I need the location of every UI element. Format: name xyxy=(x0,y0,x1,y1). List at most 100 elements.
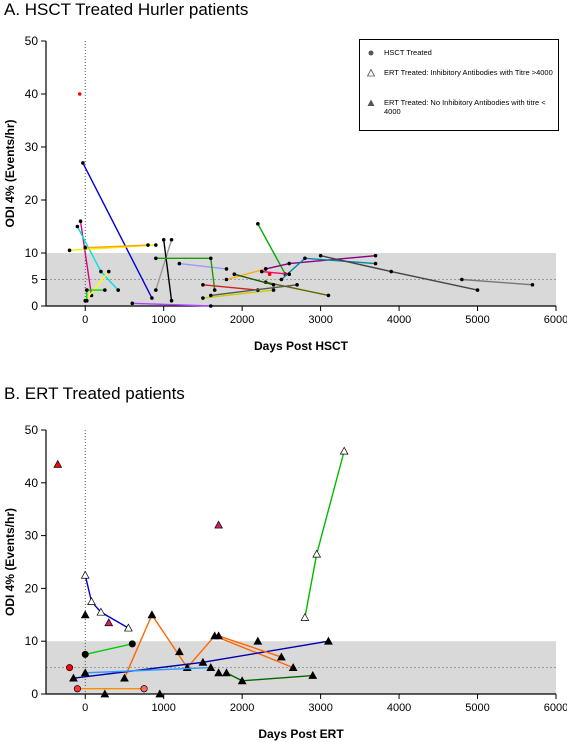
x-tick-label: 3000 xyxy=(308,314,332,326)
y-tick-label: 10 xyxy=(25,246,39,260)
panel-a-plot: 0 5 10 20 30 40 50 0 1000 2000 3000 4000 5000 6000 Day… xyxy=(3,34,567,353)
data-point xyxy=(308,670,318,679)
series-21 xyxy=(460,277,535,287)
data-point xyxy=(154,243,158,247)
data-point xyxy=(146,243,150,247)
filled-circle-icon xyxy=(368,50,374,56)
data-point xyxy=(279,277,284,282)
y-tick-label: 30 xyxy=(25,529,39,543)
data-point xyxy=(276,652,286,661)
data-point xyxy=(81,161,85,165)
data-point xyxy=(80,610,90,619)
x-tick-label: 6000 xyxy=(544,702,567,714)
data-point xyxy=(154,256,158,261)
series-line xyxy=(265,281,329,297)
x-tick-label: 5000 xyxy=(465,702,489,714)
data-point xyxy=(373,261,378,266)
x-tick-label: 6000 xyxy=(544,314,567,326)
series-6 xyxy=(69,636,333,682)
data-point xyxy=(224,277,229,282)
y-tick-label: 10 xyxy=(25,634,39,648)
data-point xyxy=(208,256,213,261)
data-point xyxy=(174,647,184,656)
legend-label-ert-no-inhibitory: ERT Treated: No Inhibitory Antibodies wi… xyxy=(384,98,546,116)
data-point xyxy=(169,298,174,303)
data-point xyxy=(271,288,276,292)
y-tick-label: 20 xyxy=(25,581,39,595)
data-point xyxy=(130,301,135,306)
series-23 xyxy=(208,283,299,298)
data-point xyxy=(106,269,111,274)
y-tick-label: 50 xyxy=(25,423,39,437)
series-line xyxy=(82,162,153,299)
y-axis-label: ODI 4% (Events/hr) xyxy=(3,508,17,616)
series-20 xyxy=(318,253,480,292)
series-line xyxy=(202,284,258,291)
data-point xyxy=(103,288,107,292)
data-point xyxy=(295,283,299,287)
y-tick-label: 20 xyxy=(25,193,39,207)
series-line xyxy=(234,273,274,286)
data-point xyxy=(81,650,89,658)
series-1 xyxy=(80,570,133,632)
data-point xyxy=(120,673,129,682)
series-line xyxy=(155,239,173,291)
series-line xyxy=(84,271,110,302)
series-2 xyxy=(300,446,349,621)
series-9 xyxy=(214,631,286,661)
data-point xyxy=(104,618,114,627)
series-12 xyxy=(177,261,229,271)
data-point xyxy=(530,283,535,287)
data-point xyxy=(96,607,106,616)
data-point xyxy=(201,283,205,287)
series-line xyxy=(85,666,211,674)
data-point xyxy=(75,224,80,229)
data-point xyxy=(214,631,224,640)
panel-b-title: B. ERT Treated patients xyxy=(4,384,185,403)
data-point xyxy=(150,296,154,300)
data-point xyxy=(155,689,165,698)
data-point xyxy=(123,623,133,632)
x-tick-label: 4000 xyxy=(387,702,411,714)
data-point xyxy=(85,298,89,303)
series-line xyxy=(162,239,173,301)
x-tick-label: 4000 xyxy=(387,314,411,326)
y-tick-label: 5 xyxy=(31,273,38,287)
series-line xyxy=(79,221,93,296)
data-point xyxy=(66,664,74,672)
data-point xyxy=(271,283,276,287)
data-point xyxy=(201,296,205,300)
data-point xyxy=(128,640,136,648)
series-line xyxy=(218,635,282,658)
data-point xyxy=(208,304,213,308)
data-point xyxy=(259,269,264,274)
data-point xyxy=(177,261,182,266)
legend-label-ert-inhibitory: ERT Treated: Inhibitory Antibodies with … xyxy=(384,68,553,77)
data-point xyxy=(318,253,323,258)
series-10 xyxy=(161,237,174,303)
data-point xyxy=(67,248,72,253)
data-point xyxy=(267,272,272,277)
data-point xyxy=(256,222,260,226)
data-point xyxy=(460,277,464,282)
data-point xyxy=(253,636,263,645)
data-point xyxy=(73,685,81,693)
data-point xyxy=(222,668,231,677)
data-point xyxy=(263,267,268,271)
data-point xyxy=(208,293,213,298)
series-3 xyxy=(81,640,136,658)
series-8 xyxy=(85,288,107,303)
data-point xyxy=(287,261,292,266)
data-point xyxy=(99,269,103,274)
data-point xyxy=(78,219,83,223)
y-tick-label: 50 xyxy=(25,34,39,48)
data-point xyxy=(169,237,174,242)
series-18 xyxy=(224,267,268,282)
open-triangle-icon xyxy=(366,68,376,77)
data-point xyxy=(339,446,349,455)
data-point xyxy=(237,676,247,685)
data-point xyxy=(85,288,89,292)
data-point xyxy=(475,288,480,292)
series-line xyxy=(84,575,129,629)
